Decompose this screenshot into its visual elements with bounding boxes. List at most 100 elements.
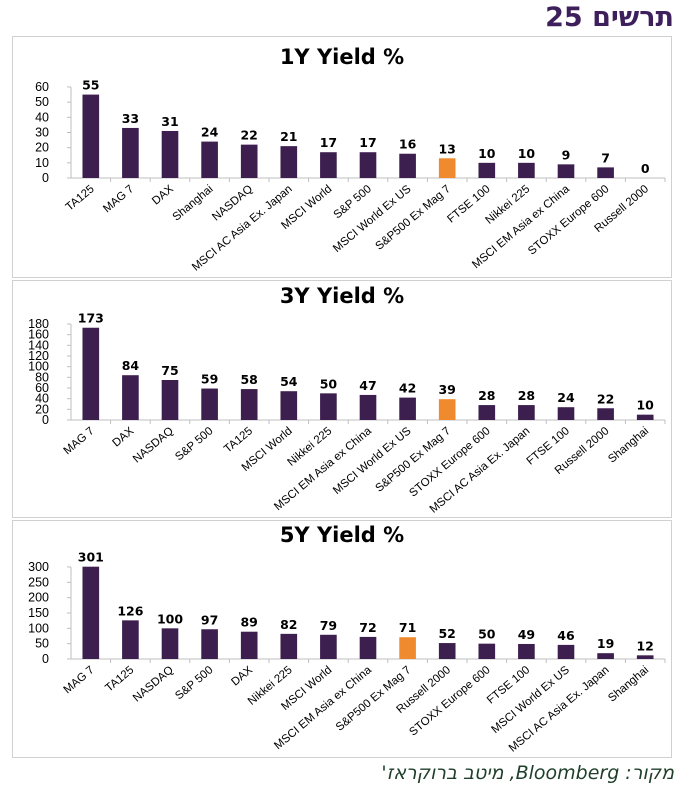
bar <box>399 637 416 659</box>
bar <box>557 407 575 420</box>
y-tick-label: 10 <box>35 156 49 170</box>
data-label: 79 <box>320 618 337 633</box>
x-tick-label: DAX <box>150 183 176 208</box>
y-tick-label: 20 <box>35 141 49 155</box>
data-label: 10 <box>478 146 496 161</box>
bar <box>557 644 575 659</box>
bar <box>518 405 535 420</box>
data-label: 97 <box>201 612 218 627</box>
data-label: 173 <box>78 311 104 326</box>
chart-panel-3y: 3Y Yield % 0 20 40 60 80 100 120 140 160 180 173 MA… <box>12 280 672 518</box>
bar <box>478 643 496 659</box>
data-label: 24 <box>557 390 575 405</box>
bar <box>320 393 337 420</box>
y-tick-label: 0 <box>42 413 49 427</box>
data-label: 0 <box>641 161 650 176</box>
bar <box>122 620 139 659</box>
y-tick-label: 40 <box>35 110 49 124</box>
data-label: 21 <box>280 129 297 144</box>
y-tick-label: 200 <box>28 591 49 605</box>
x-tick-label: Shanghai <box>606 664 651 704</box>
data-label: 31 <box>161 114 178 129</box>
x-tick-label: S&P 500 <box>173 425 215 463</box>
bar <box>399 397 416 420</box>
x-tick-label: S&P500 Ex Mag 7 <box>334 664 414 734</box>
data-label: 17 <box>359 135 376 150</box>
x-tick-label: TA125 <box>64 183 97 213</box>
x-tick-label: NASDAQ <box>131 425 176 465</box>
bar <box>438 399 456 420</box>
data-label: 71 <box>399 620 416 635</box>
bar <box>280 391 298 420</box>
data-label: 28 <box>478 388 495 403</box>
figure-header: תרשים 25 <box>545 2 674 33</box>
x-tick-label: Shanghai <box>171 183 216 223</box>
y-tick-label: 180 <box>28 317 49 331</box>
bar <box>438 158 456 178</box>
x-tick-label: MAG 7 <box>62 425 97 457</box>
y-tick-label: 80 <box>35 370 49 384</box>
data-label: 55 <box>82 78 99 93</box>
bar <box>240 144 258 178</box>
bar <box>478 405 496 420</box>
data-label: 100 <box>157 611 183 626</box>
x-tick-label: S&P500 Ex Mag 7 <box>373 183 453 253</box>
bar <box>201 141 218 178</box>
data-label: 42 <box>399 381 416 396</box>
y-tick-label: 50 <box>35 637 49 651</box>
figure-title-number: 25 <box>545 2 583 33</box>
data-label: 49 <box>518 627 535 642</box>
bar <box>518 643 535 659</box>
y-tick-label: 140 <box>28 338 49 352</box>
data-label: 16 <box>399 137 417 152</box>
bar <box>201 388 218 420</box>
data-label: 59 <box>201 372 218 387</box>
y-tick-label: 60 <box>35 381 49 395</box>
bar <box>240 631 258 659</box>
bar <box>320 634 337 659</box>
bar <box>280 633 298 659</box>
data-label: 47 <box>359 378 376 393</box>
bar <box>240 389 258 420</box>
x-tick-label: TA125 <box>222 425 255 455</box>
chart-title: 1Y Yield % <box>279 45 405 69</box>
bar <box>597 408 614 420</box>
bar <box>636 414 654 420</box>
bar <box>122 127 139 178</box>
bar <box>557 164 575 178</box>
y-tick-label: 100 <box>28 621 49 635</box>
y-tick-label: 30 <box>35 126 49 140</box>
x-tick-label: MAG 7 <box>62 664 97 696</box>
data-label: 84 <box>122 358 140 373</box>
data-label: 28 <box>518 388 535 403</box>
data-label: 22 <box>240 128 257 143</box>
data-label: 13 <box>438 141 455 156</box>
data-label: 9 <box>562 147 571 162</box>
bar <box>359 152 377 178</box>
data-label: 58 <box>240 372 257 387</box>
data-label: 17 <box>320 135 337 150</box>
x-tick-label: TA125 <box>103 664 136 694</box>
y-tick-label: 50 <box>35 95 49 109</box>
bar <box>478 162 496 178</box>
data-label: 46 <box>557 628 575 643</box>
bar <box>82 94 100 178</box>
y-tick-label: 60 <box>35 80 49 94</box>
bar <box>359 636 377 659</box>
y-tick-label: 150 <box>28 606 49 620</box>
data-label: 33 <box>122 111 139 126</box>
y-tick-label: 120 <box>28 349 49 363</box>
data-label: 301 <box>78 550 104 565</box>
x-tick-label: DAX <box>229 664 255 689</box>
y-tick-label: 100 <box>28 360 49 374</box>
bar <box>201 629 218 659</box>
bar <box>161 130 179 178</box>
bar <box>82 566 100 659</box>
y-tick-label: 0 <box>42 171 49 185</box>
bar <box>597 653 614 659</box>
data-label: 72 <box>359 620 376 635</box>
x-tick-label: DAX <box>110 425 136 450</box>
data-label: 126 <box>117 603 143 618</box>
x-tick-label: MAG 7 <box>101 183 136 215</box>
